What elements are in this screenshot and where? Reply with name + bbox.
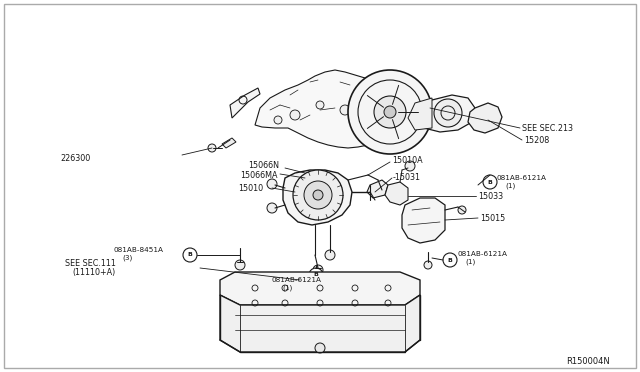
Circle shape <box>315 343 325 353</box>
Circle shape <box>183 248 197 262</box>
Text: B: B <box>188 253 193 257</box>
Text: (1): (1) <box>282 285 292 291</box>
Circle shape <box>348 70 432 154</box>
Circle shape <box>267 203 277 213</box>
Circle shape <box>290 110 300 120</box>
Circle shape <box>304 181 332 209</box>
Text: (1): (1) <box>465 259 476 265</box>
Text: 15015: 15015 <box>480 214 505 222</box>
Circle shape <box>434 99 462 127</box>
Circle shape <box>366 116 374 124</box>
Polygon shape <box>255 70 402 148</box>
Circle shape <box>208 144 216 152</box>
Text: (11110+A): (11110+A) <box>72 267 115 276</box>
Text: 226300: 226300 <box>60 154 90 163</box>
Circle shape <box>293 170 343 220</box>
Polygon shape <box>402 198 445 243</box>
Circle shape <box>340 105 350 115</box>
Circle shape <box>235 260 245 270</box>
Circle shape <box>309 268 323 282</box>
Polygon shape <box>468 103 502 133</box>
Circle shape <box>405 161 415 171</box>
Text: 15010A: 15010A <box>392 155 422 164</box>
Text: R150004N: R150004N <box>566 357 610 366</box>
Text: 15208: 15208 <box>524 135 549 144</box>
Circle shape <box>267 179 277 189</box>
Circle shape <box>325 250 335 260</box>
Text: 081AB-6121A: 081AB-6121A <box>497 175 547 181</box>
Text: B: B <box>447 257 452 263</box>
Polygon shape <box>418 95 475 132</box>
Text: SEE SEC.213: SEE SEC.213 <box>522 124 573 132</box>
Polygon shape <box>385 182 408 205</box>
Polygon shape <box>408 98 432 130</box>
Circle shape <box>458 206 466 214</box>
Circle shape <box>443 253 457 267</box>
Polygon shape <box>222 138 236 148</box>
Text: 15066N: 15066N <box>248 160 279 170</box>
Text: (3): (3) <box>122 255 132 261</box>
Polygon shape <box>230 88 260 118</box>
Polygon shape <box>283 170 352 225</box>
Circle shape <box>424 261 432 269</box>
Text: B: B <box>314 273 319 278</box>
Circle shape <box>483 175 497 189</box>
Text: 15010: 15010 <box>238 183 263 192</box>
Text: SEE SEC.111: SEE SEC.111 <box>65 260 116 269</box>
Polygon shape <box>367 180 388 198</box>
Circle shape <box>274 116 282 124</box>
Circle shape <box>313 190 323 200</box>
Text: 081AB-6121A: 081AB-6121A <box>458 251 508 257</box>
Circle shape <box>313 265 323 275</box>
Text: 15066MA: 15066MA <box>240 170 278 180</box>
Circle shape <box>384 106 396 118</box>
Circle shape <box>374 96 406 128</box>
Text: B: B <box>488 180 492 185</box>
Text: 15033: 15033 <box>478 192 503 201</box>
Text: -15031: -15031 <box>393 173 421 182</box>
Polygon shape <box>220 295 420 352</box>
Text: 081AB-8451A: 081AB-8451A <box>113 247 163 253</box>
Polygon shape <box>220 272 420 305</box>
Text: (1): (1) <box>505 183 515 189</box>
Circle shape <box>316 101 324 109</box>
Text: 081AB-6121A: 081AB-6121A <box>272 277 322 283</box>
